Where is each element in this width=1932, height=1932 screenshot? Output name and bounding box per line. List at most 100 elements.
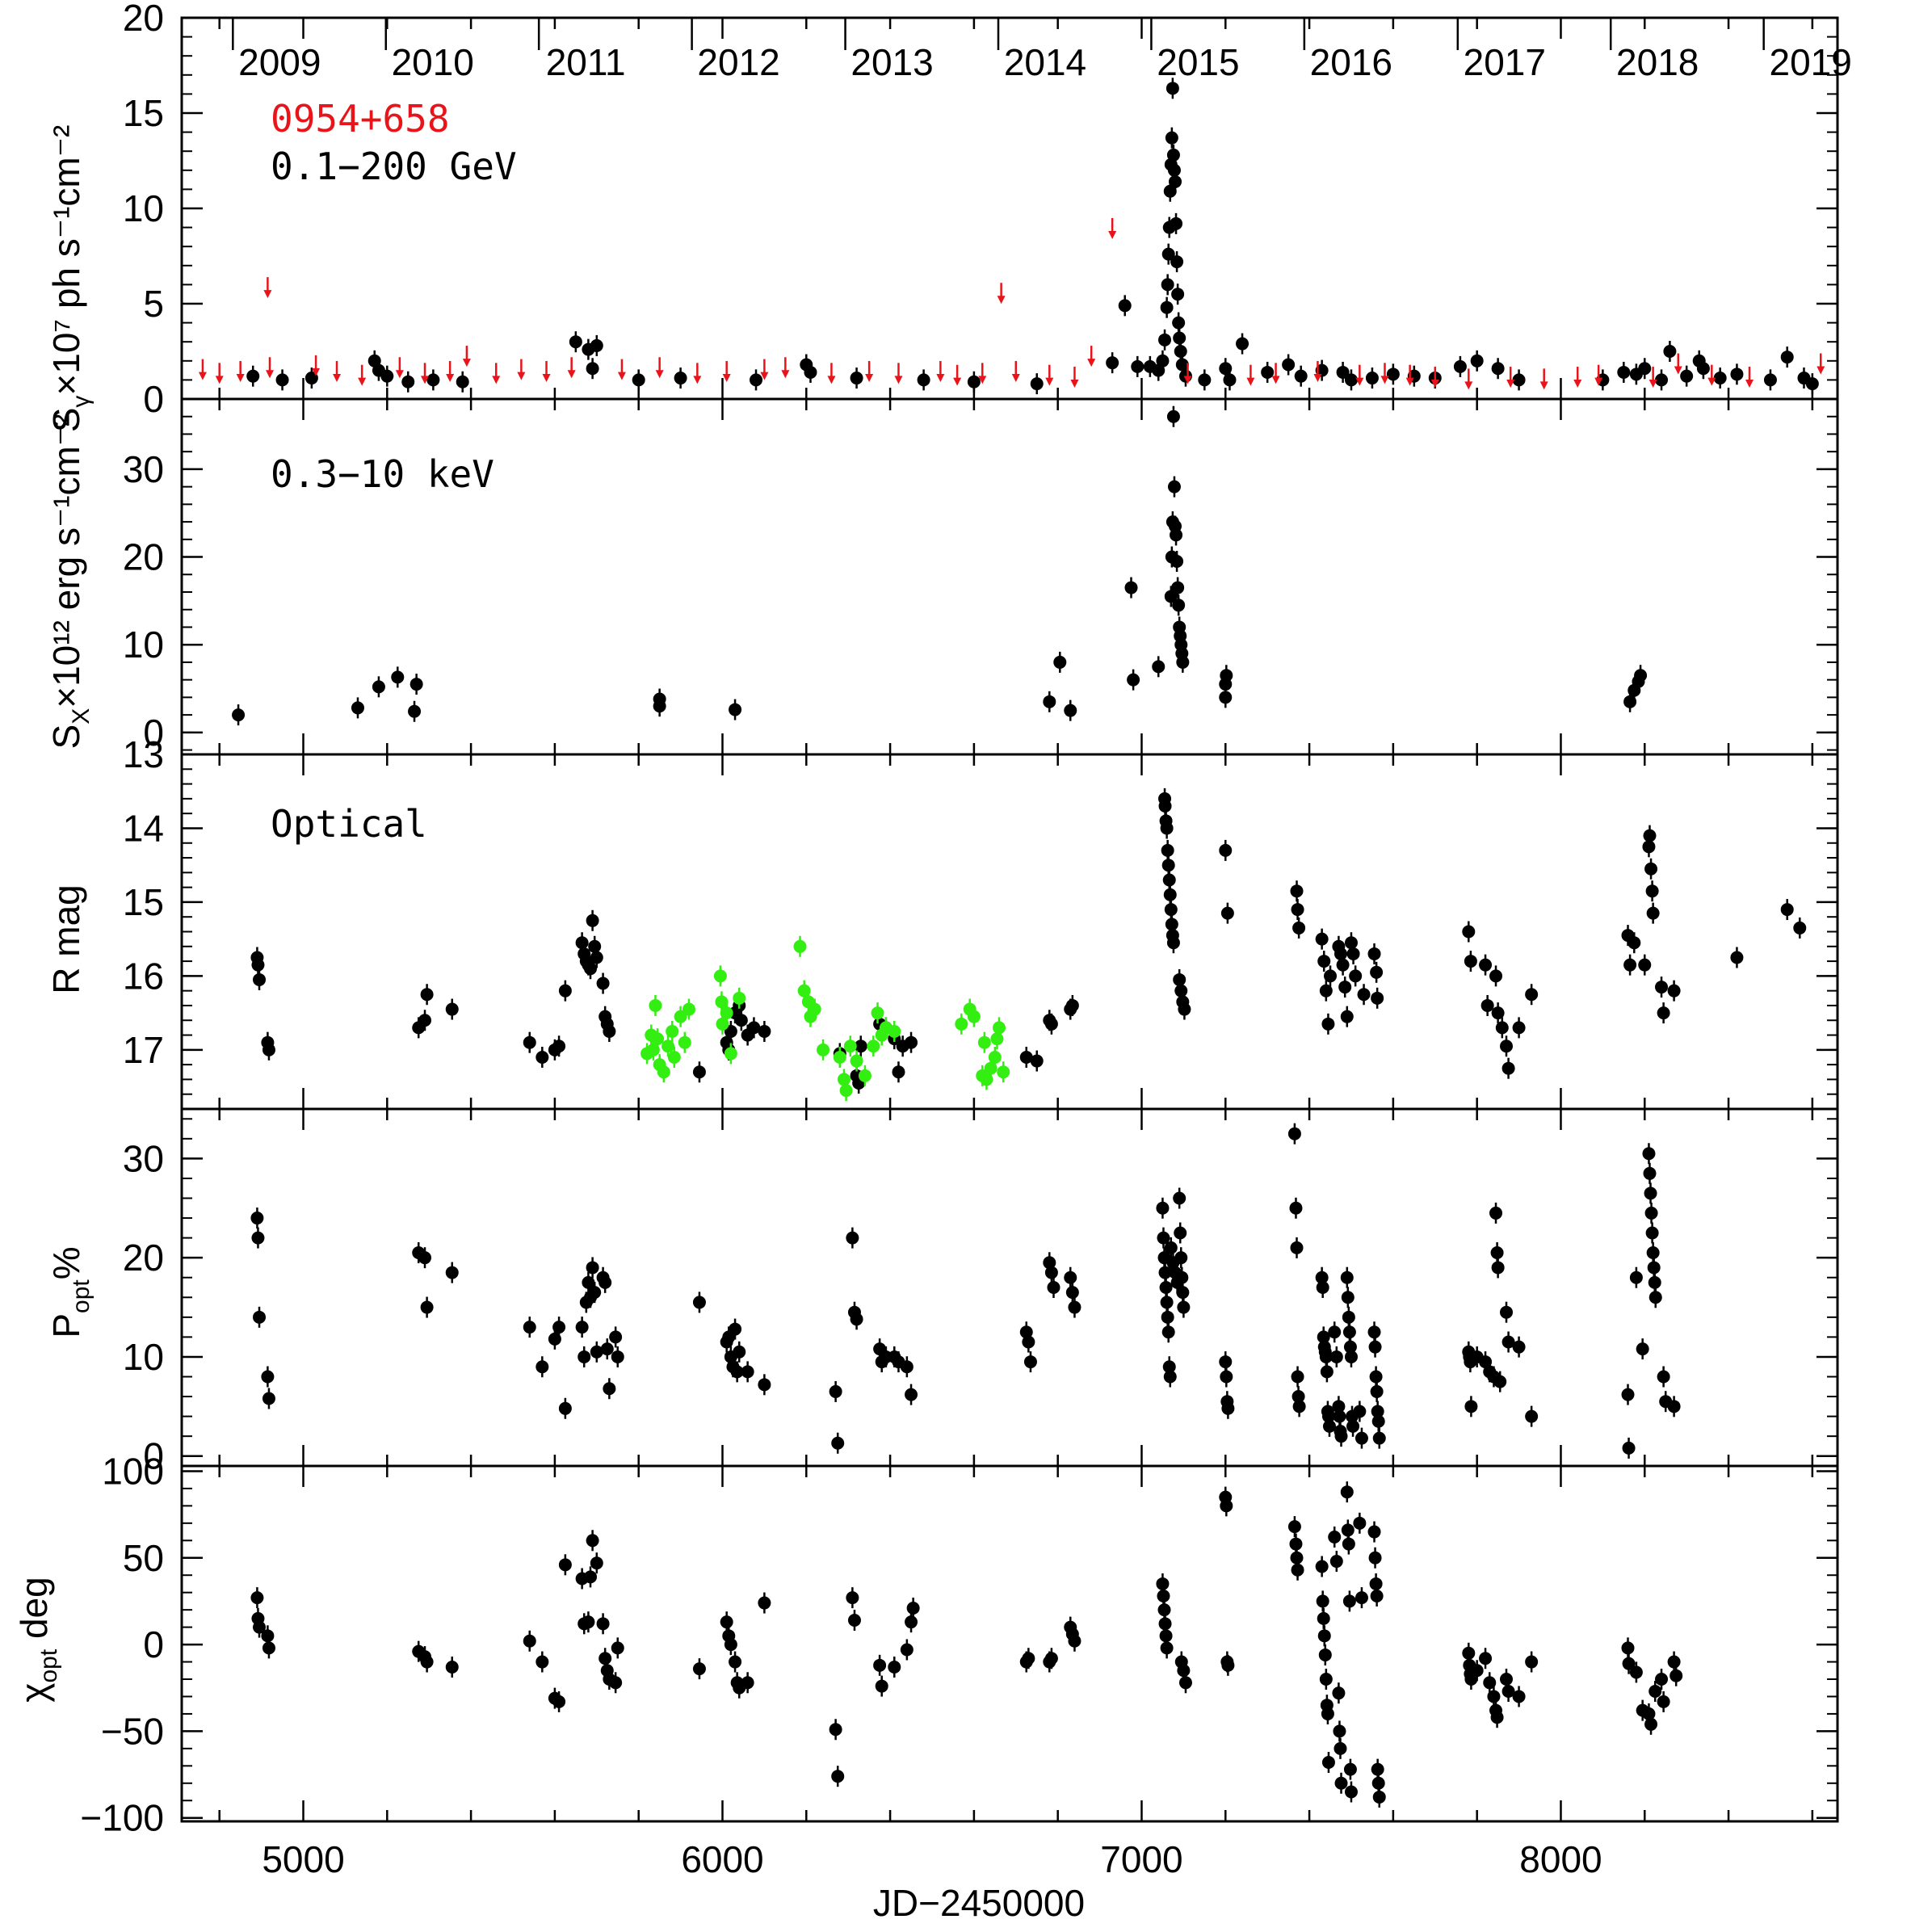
evpa-ylabel: χopt deg	[13, 1577, 62, 1702]
pol-data-point	[1502, 1335, 1515, 1349]
optical-data-point	[988, 1050, 1002, 1064]
optical-data-point	[596, 976, 610, 990]
optical-data-point	[1292, 921, 1306, 934]
gamma-upper-limit-arrow	[263, 290, 272, 299]
pol-data-point	[1287, 1127, 1301, 1140]
optical-data-point	[1344, 936, 1358, 950]
evpa-data-point	[1341, 1523, 1354, 1537]
pol-data-point	[558, 1401, 572, 1415]
gamma-data-point	[1223, 373, 1237, 387]
pol-data-point	[1371, 1414, 1385, 1428]
optical-data-point	[1315, 932, 1329, 946]
gamma-upper-limit-arrow	[1070, 380, 1079, 388]
optical-data-point	[892, 1065, 905, 1079]
optical-data-point	[1489, 969, 1503, 983]
evpa-data-point	[261, 1629, 275, 1643]
pol-data-point	[1163, 1370, 1177, 1384]
year-label: 2015	[1157, 41, 1239, 83]
gamma-upper-limit-arrow	[827, 376, 836, 384]
gamma-upper-limit-arrow	[894, 376, 903, 384]
year-label: 2009	[238, 41, 321, 83]
gamma-data-point	[1158, 333, 1172, 346]
evpa-data-point	[582, 1615, 595, 1629]
gamma-upper-limit-arrow	[236, 373, 245, 382]
optical-data-point	[1317, 955, 1331, 968]
evpa-data-point	[905, 1615, 918, 1629]
gamma-data-point	[750, 373, 763, 387]
xray-data-point	[1167, 480, 1181, 494]
optical-data-point	[1623, 958, 1637, 972]
gamma-upper-limit-arrow	[1108, 230, 1117, 239]
gamma-data-point	[967, 375, 981, 388]
optical-data-point	[1480, 998, 1494, 1012]
evpa-data-point	[1648, 1685, 1662, 1699]
evpa-data-point	[609, 1676, 623, 1690]
evpa-data-point	[831, 1770, 845, 1783]
xray-ytick-label: 0	[143, 712, 164, 754]
evpa-data-point	[584, 1570, 598, 1584]
year-label: 2018	[1616, 41, 1699, 83]
pol-data-point	[582, 1275, 595, 1289]
optical-data-point	[724, 1047, 737, 1060]
gamma-data-point	[1198, 373, 1212, 387]
evpa-data-point	[590, 1556, 603, 1570]
x-tick-label: 7000	[1100, 1838, 1182, 1880]
evpa-data-point	[1500, 1673, 1513, 1686]
pol-data-point	[1329, 1350, 1343, 1363]
optical-data-point	[603, 1024, 616, 1038]
evpa-data-point	[1317, 1611, 1330, 1625]
optical-data-point	[1346, 947, 1360, 960]
optical-data-point	[1160, 821, 1174, 835]
gamma-upper-limit-arrow	[333, 373, 342, 382]
gamma-upper-limit-arrow	[492, 376, 501, 384]
gamma-data-point	[1161, 278, 1174, 292]
xray-data-point	[1170, 528, 1183, 542]
xray-data-point	[1176, 655, 1190, 669]
optical-data-point	[1349, 969, 1363, 983]
optical-data-point	[1321, 1017, 1335, 1031]
gamma-data-point	[1174, 345, 1187, 358]
gamma-data-point	[1161, 247, 1175, 261]
pol-data-point	[1289, 1201, 1303, 1215]
pol-data-point	[1372, 1431, 1386, 1445]
x-tick-label: 8000	[1519, 1838, 1602, 1880]
evpa-data-point	[536, 1655, 549, 1669]
xray-data-point	[1172, 598, 1186, 612]
gamma-data-point	[1163, 184, 1177, 198]
pol-data-point	[1019, 1325, 1033, 1339]
evpa-data-point	[1178, 1676, 1192, 1690]
optical-ytick-label: 13	[123, 733, 164, 775]
optical-data-point	[905, 1035, 918, 1049]
gamma-data-point	[1165, 131, 1178, 145]
evpa-data-point	[724, 1638, 737, 1652]
gamma-data-point	[1365, 372, 1379, 385]
optical-data-point	[1502, 1061, 1515, 1075]
pol-data-point	[1354, 1431, 1368, 1445]
pol-data-point	[905, 1388, 918, 1401]
optical-frame	[180, 753, 1839, 1111]
evpa-data-point	[1157, 1589, 1170, 1602]
evpa-data-point	[1368, 1551, 1382, 1564]
optical-data-point	[1357, 988, 1371, 1002]
gamma-data-point	[1131, 359, 1144, 373]
optical-data-point	[262, 1043, 275, 1056]
pol-data-point	[1491, 1261, 1505, 1275]
year-label: 2014	[1004, 41, 1086, 83]
evpa-ytick-label: 50	[123, 1537, 164, 1579]
gamma-data-point	[1470, 354, 1484, 368]
pol-data-point	[850, 1312, 863, 1326]
optical-data-point	[888, 1024, 901, 1038]
pol-data-point	[1023, 1355, 1037, 1369]
optical-data-point	[733, 991, 746, 1005]
gamma-data-point	[1166, 148, 1180, 162]
optical-data-point	[1319, 984, 1333, 998]
optical-data-point	[590, 951, 603, 964]
pol-data-point	[1622, 1441, 1636, 1455]
pol-data-point	[1333, 1409, 1346, 1423]
optical-data-point	[1030, 1054, 1044, 1068]
evpa-data-point	[1342, 1537, 1355, 1551]
xray-data-point	[391, 670, 405, 684]
optical-data-point	[1174, 984, 1188, 998]
evpa-data-point	[1321, 1756, 1335, 1770]
